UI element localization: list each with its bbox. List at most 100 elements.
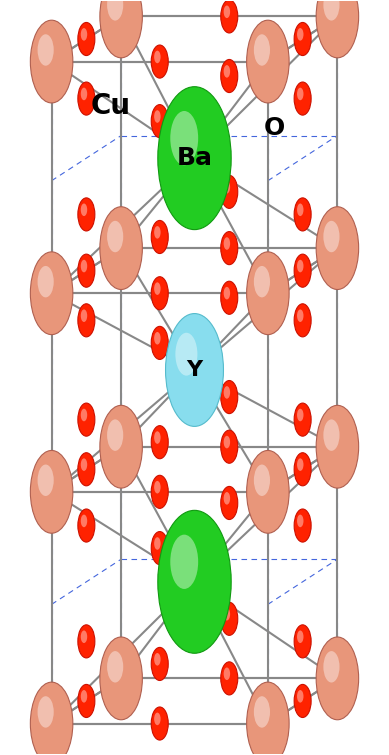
Circle shape [224, 287, 230, 300]
Circle shape [78, 304, 95, 337]
Circle shape [38, 266, 54, 297]
Circle shape [224, 237, 230, 250]
Circle shape [151, 220, 168, 254]
Circle shape [151, 532, 168, 565]
Circle shape [254, 34, 270, 66]
Circle shape [30, 252, 73, 334]
Circle shape [81, 515, 87, 527]
Text: Y: Y [186, 360, 203, 380]
Circle shape [294, 23, 311, 56]
Circle shape [151, 326, 168, 359]
Circle shape [254, 464, 270, 496]
Circle shape [38, 464, 54, 496]
Circle shape [151, 647, 168, 680]
Text: O: O [264, 116, 285, 140]
Circle shape [221, 0, 238, 33]
Circle shape [221, 602, 238, 636]
Circle shape [154, 537, 161, 550]
Circle shape [294, 684, 311, 717]
Circle shape [316, 0, 359, 58]
Circle shape [151, 276, 168, 310]
Circle shape [323, 651, 340, 683]
Circle shape [154, 431, 161, 444]
Circle shape [297, 310, 303, 322]
Circle shape [297, 630, 303, 643]
Text: Cu: Cu [90, 91, 130, 119]
Circle shape [107, 651, 123, 683]
Circle shape [247, 451, 289, 533]
Circle shape [221, 662, 238, 695]
Circle shape [294, 82, 311, 115]
Circle shape [316, 637, 359, 720]
Circle shape [294, 509, 311, 542]
Circle shape [100, 0, 142, 58]
Circle shape [81, 88, 87, 100]
Circle shape [81, 310, 87, 322]
Circle shape [297, 28, 303, 41]
Circle shape [323, 0, 340, 20]
Circle shape [166, 313, 223, 427]
Circle shape [151, 707, 168, 740]
Circle shape [316, 207, 359, 289]
Circle shape [154, 282, 161, 295]
Circle shape [316, 405, 359, 488]
Circle shape [100, 207, 142, 289]
Circle shape [175, 333, 197, 376]
Circle shape [224, 181, 230, 193]
Circle shape [38, 34, 54, 66]
Circle shape [254, 266, 270, 297]
Circle shape [107, 419, 123, 451]
Circle shape [81, 408, 87, 421]
Circle shape [294, 304, 311, 337]
Circle shape [297, 88, 303, 100]
Circle shape [221, 381, 238, 414]
Circle shape [81, 630, 87, 643]
Circle shape [151, 105, 168, 137]
Circle shape [78, 254, 95, 287]
Circle shape [151, 426, 168, 459]
Text: Ba: Ba [177, 146, 212, 170]
Circle shape [81, 204, 87, 216]
Circle shape [81, 458, 87, 471]
Circle shape [294, 198, 311, 231]
Circle shape [224, 65, 230, 78]
Circle shape [100, 405, 142, 488]
Circle shape [78, 453, 95, 485]
Circle shape [154, 110, 161, 123]
Circle shape [221, 486, 238, 519]
Circle shape [151, 45, 168, 78]
Circle shape [81, 690, 87, 703]
Circle shape [247, 20, 289, 103]
Circle shape [294, 453, 311, 485]
Circle shape [170, 111, 198, 165]
Circle shape [78, 198, 95, 231]
Circle shape [221, 232, 238, 265]
Circle shape [224, 436, 230, 448]
Circle shape [81, 260, 87, 273]
Circle shape [154, 226, 161, 239]
Circle shape [78, 684, 95, 717]
Circle shape [247, 252, 289, 334]
Circle shape [297, 458, 303, 471]
Circle shape [107, 220, 123, 252]
Circle shape [30, 451, 73, 533]
Circle shape [38, 696, 54, 728]
Circle shape [297, 260, 303, 273]
Circle shape [224, 608, 230, 621]
Circle shape [154, 51, 161, 63]
Circle shape [323, 419, 340, 451]
Circle shape [224, 386, 230, 399]
Circle shape [158, 510, 231, 653]
Circle shape [294, 403, 311, 436]
Circle shape [247, 683, 289, 755]
Circle shape [297, 204, 303, 216]
Circle shape [154, 332, 161, 344]
Circle shape [154, 653, 161, 666]
Circle shape [297, 408, 303, 421]
Circle shape [221, 175, 238, 208]
Circle shape [297, 515, 303, 527]
Circle shape [158, 87, 231, 230]
Circle shape [107, 0, 123, 20]
Circle shape [224, 5, 230, 18]
Circle shape [221, 281, 238, 314]
